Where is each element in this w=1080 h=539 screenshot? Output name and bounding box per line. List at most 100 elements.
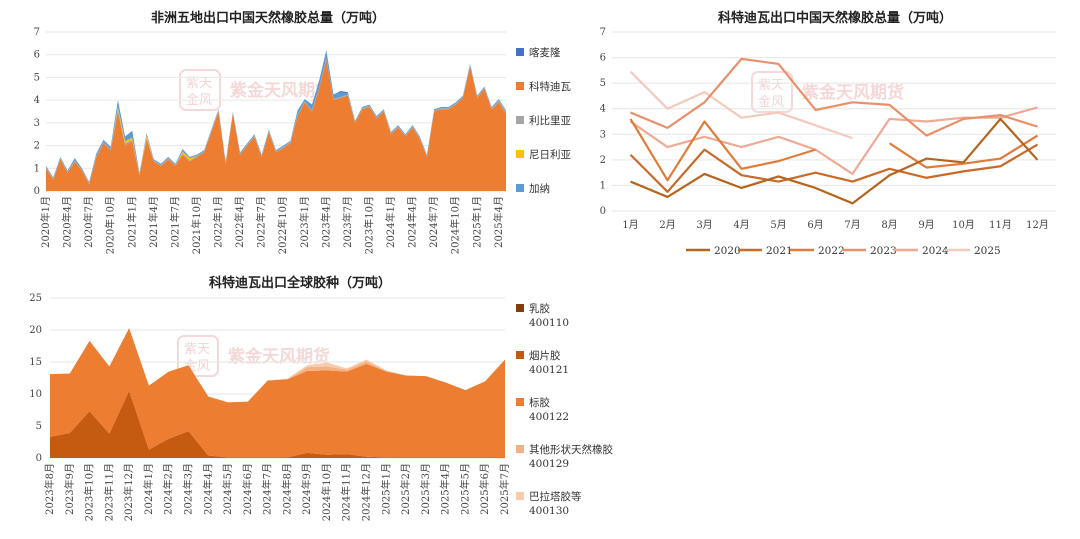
chart3-legend-code-0: 400110	[529, 317, 569, 329]
chart1-legend-swatch-1	[516, 82, 524, 90]
chart2-xtick-3: 4月	[733, 219, 749, 231]
chart2-ytick-1: 1	[600, 180, 606, 191]
chart3-xtick-21: 2025年5月	[458, 463, 471, 515]
chart3-xtick-4: 2023年12月	[122, 463, 135, 521]
chart1-xtick-0: 2020年1月	[39, 196, 52, 248]
chart3-xtick-19: 2025年3月	[419, 463, 432, 515]
chart1-xtick-17: 2024年4月	[406, 196, 419, 248]
chart3-xtick-12: 2024年8月	[280, 463, 293, 515]
chart2-gridlines	[612, 31, 1056, 212]
chart3-xtick-6: 2024年2月	[162, 463, 175, 515]
chart3-xtick-7: 2024年3月	[181, 463, 194, 515]
chart2-stamp-icon	[751, 71, 793, 113]
chart1-stamp-icon	[179, 69, 221, 111]
chart3-ytick-1: 5	[36, 421, 42, 432]
chart3-ytick-3: 15	[29, 357, 42, 368]
chart2-line-2022-0	[629, 118, 816, 182]
chart1-ytick-5: 5	[34, 72, 40, 83]
chart2-xtick-9: 10月	[952, 219, 975, 231]
chart3-legend-swatch-0	[516, 304, 524, 312]
chart1-xtick-19: 2024年10月	[449, 196, 462, 254]
chart3-ytick-2: 10	[29, 389, 42, 400]
chart1-xtick-7: 2021年10月	[190, 196, 203, 254]
chart2-legend-label-3: 2023	[870, 245, 897, 257]
chart2-line-2023-0	[630, 57, 1038, 137]
chart3-legend-code-1: 400121	[529, 364, 569, 376]
chart3-xtick-3: 2023年11月	[102, 463, 115, 521]
chart2-xtick-0: 1月	[622, 219, 638, 231]
chart3-title: 科特迪瓦出口全球胶种（万吨）	[209, 275, 391, 291]
chart1-xtick-4: 2021年1月	[125, 196, 138, 248]
chart1-legend-label-3: 尼日利亚	[529, 149, 571, 161]
chart1-xtick-3: 2020年10月	[104, 196, 117, 254]
chart3-xtick-2: 2023年10月	[83, 463, 96, 521]
chart2-xtick-8: 9月	[918, 219, 934, 231]
chart2-y-ticks: 0 1 2 3 4 5 6 7	[600, 27, 606, 217]
chart3-legend-swatch-2	[516, 398, 524, 406]
chart2-ytick-2: 2	[600, 155, 606, 166]
chart3-legend-name-3: 其他形状天然橡胶	[529, 443, 613, 456]
chart3-y-ticks: 0 5 10 15 20 25	[29, 293, 42, 464]
chart2-xtick-4: 5月	[770, 219, 786, 231]
chart1-ytick-6: 6	[34, 50, 40, 61]
chart1-legend-swatch-3	[516, 150, 524, 158]
chart3-xtick-14: 2024年10月	[320, 463, 333, 521]
chart3-legend-name-1: 烟片胶	[529, 349, 561, 362]
chart1-ytick-3: 3	[34, 118, 40, 129]
chart3-xtick-17: 2025年1月	[379, 463, 392, 515]
chart3-area-2	[50, 328, 505, 458]
chart1-ytick-0: 0	[34, 186, 40, 197]
chart2-xtick-11: 12月	[1026, 219, 1049, 231]
chart1-xtick-6: 2021年7月	[168, 196, 181, 248]
chart3-areas	[50, 328, 505, 458]
chart3-stamp-text-1: 紫天	[184, 342, 210, 357]
chart2-legend-label-2: 2022	[818, 245, 845, 257]
chart1-y-ticks: 0 1 2 3 4 5 6 7	[34, 27, 40, 197]
chart2-line-2021-0	[629, 143, 1039, 193]
chart1-x-ticks: 2020年1月 2020年4月 2020年7月 2020年10月 2021年1月 2021…	[39, 196, 505, 254]
chart3-xtick-20: 2025年4月	[439, 463, 452, 515]
chart1-legend-label-4: 加纳	[529, 182, 550, 195]
chart2-legend: 2020 2021 2022 2023 2024 2025	[686, 245, 1001, 257]
chart1-ytick-7: 7	[34, 27, 40, 38]
chart2-stamp-text-1: 紫天	[758, 78, 784, 93]
chart2-stamp-text-2: 金风	[758, 94, 784, 110]
chart2-title: 科特迪瓦出口中国天然橡胶总量（万吨）	[718, 10, 952, 26]
chart3-legend-swatch-4	[516, 492, 524, 500]
chart2-xtick-1: 2月	[659, 219, 675, 231]
chart3-legend-name-0: 乳胶	[529, 302, 550, 315]
chart3-brand-text: 紫金天风期货	[228, 346, 330, 367]
chart3-xtick-5: 2024年1月	[142, 463, 155, 515]
chart1-area-0	[46, 59, 506, 191]
chart2-xtick-10: 11月	[989, 219, 1012, 231]
chart3-stamp-icon	[177, 335, 219, 377]
chart3-xtick-23: 2025年7月	[498, 463, 511, 515]
chart2-legend-label-5: 2025	[974, 245, 1001, 257]
chart1-xtick-20: 2025年1月	[470, 196, 483, 248]
chart1-legend-label-0: 喀麦隆	[529, 46, 561, 59]
chart3-area-1	[50, 390, 505, 458]
chart1-ytick-2: 2	[34, 141, 40, 152]
chart2-line-2022-1	[888, 134, 1039, 169]
chart1-legend-swatch-2	[516, 116, 524, 124]
chart3-xtick-15: 2024年11月	[340, 463, 353, 521]
chart3-xtick-22: 2025年6月	[478, 463, 491, 515]
chart1-areas	[46, 50, 506, 191]
chart1-title: 非洲五地出口中国天然橡胶总量（万吨）	[151, 10, 385, 26]
chart3-legend-code-4: 400130	[529, 505, 569, 517]
chart3-legend-swatch-3	[516, 445, 524, 453]
chart1-ytick-4: 4	[34, 95, 40, 106]
chart2-legend-label-0: 2020	[714, 245, 741, 257]
chart3-xtick-18: 2025年2月	[399, 463, 412, 515]
chart2-xtick-6: 7月	[844, 219, 860, 231]
chart3-ytick-0: 0	[36, 453, 42, 464]
chart1-legend-label-1: 科特迪瓦	[529, 80, 571, 93]
chart2-line-2020-0	[630, 117, 1039, 205]
chart1-stamp-text-1: 紫天	[186, 76, 212, 91]
chart3-ytick-4: 20	[29, 325, 42, 336]
chart3-xtick-11: 2024年7月	[261, 463, 274, 515]
